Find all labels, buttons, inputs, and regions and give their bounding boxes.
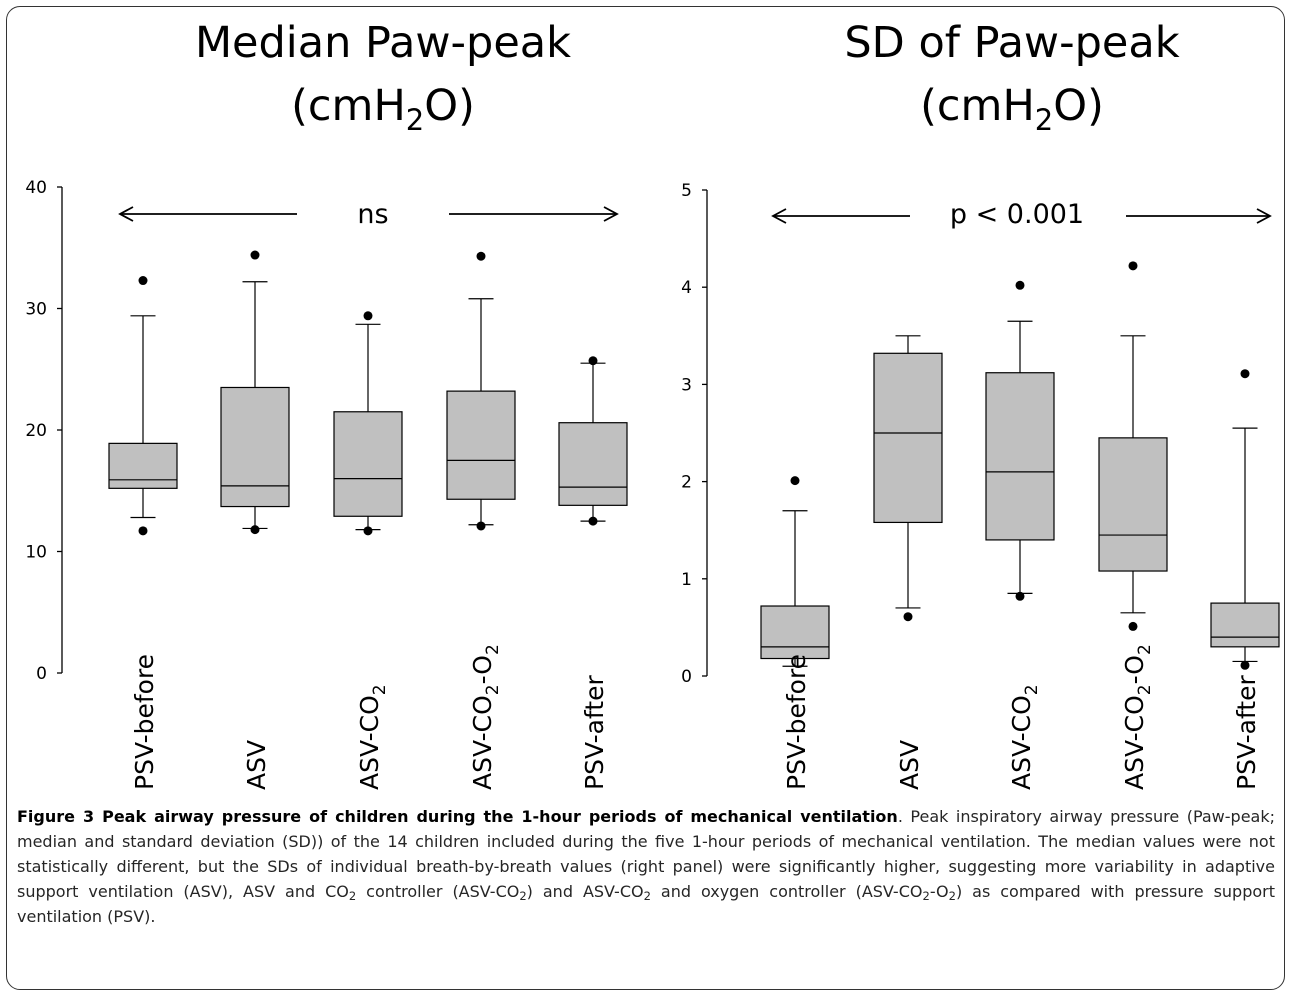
iqr-box	[1210, 602, 1280, 648]
caption-title: Figure 3 Peak airway pressure of childre…	[17, 807, 898, 826]
box-4	[446, 251, 516, 531]
outlier-point	[1128, 261, 1138, 271]
category-label: ASV-CO2	[1007, 684, 1042, 790]
left-arrow	[771, 208, 910, 224]
iqr-box	[873, 352, 943, 524]
iqr-box	[220, 386, 290, 508]
y-tick-label: 0	[36, 664, 47, 684]
right-arrow	[1126, 208, 1272, 224]
box-4	[1098, 261, 1168, 631]
iqr-box	[985, 372, 1055, 541]
outlier-point	[588, 516, 598, 526]
figure-frame	[6, 6, 1285, 990]
y-tick-label: 40	[25, 178, 47, 198]
left-arrow-head	[118, 206, 134, 222]
outlier-point	[138, 276, 148, 286]
y-tick-label: 30	[25, 300, 47, 320]
outlier-point	[363, 311, 373, 321]
iqr-box	[558, 422, 628, 506]
outlier-point	[476, 251, 486, 261]
y-tick-label: 4	[681, 278, 692, 298]
iqr-box	[1098, 437, 1168, 572]
category-label: ASV	[895, 740, 924, 790]
chart-title: SD of Paw-peak	[844, 18, 1179, 68]
box-3	[333, 311, 403, 536]
outlier-point	[1240, 369, 1250, 379]
iqr-box	[108, 442, 178, 489]
outlier-point	[1128, 621, 1138, 631]
outlier-point	[1240, 660, 1250, 670]
category-label: ASV-CO2	[355, 684, 390, 790]
box-plot-figure: Median Paw-peak(cmH2O)010203040nsPSV-bef…	[25, 18, 1280, 790]
y-tick-label: 2	[681, 473, 692, 493]
significance-annotation: ns	[357, 199, 388, 230]
category-label: ASV-CO2-O2	[1120, 644, 1155, 790]
right-arrow-head	[1256, 208, 1272, 224]
category-label: ASV	[242, 740, 271, 790]
category-label: PSV-before	[782, 654, 811, 790]
category-label: ASV-CO2-O2	[468, 644, 503, 790]
median-paw-peak-panel: Median Paw-peak (cmH2O) 0 10 20 30 40 ns PSV-bef…	[25, 18, 628, 790]
y-tick-label: 10	[25, 543, 47, 563]
category-label: PSV-after	[580, 675, 609, 790]
chart-title: Median Paw-peak	[195, 18, 571, 68]
left-arrow	[118, 206, 297, 222]
outlier-point	[790, 476, 800, 486]
iqr-box	[760, 605, 830, 660]
box-1	[760, 476, 830, 667]
outlier-point	[363, 526, 373, 536]
y-tick-label: 0	[681, 667, 692, 687]
box-2	[220, 250, 290, 535]
category-label: PSV-after	[1232, 675, 1261, 790]
significance-annotation: p < 0.001	[950, 199, 1084, 230]
box-3	[985, 280, 1055, 601]
y-tick-label: 20	[25, 421, 47, 441]
left-arrow-head	[771, 208, 787, 224]
chart-title-unit: (cmH2O)	[920, 81, 1104, 137]
y-tick-label: 3	[681, 375, 692, 395]
iqr-box	[333, 411, 403, 517]
figure-caption: Figure 3 Peak airway pressure of childre…	[17, 804, 1275, 929]
box-2	[873, 335, 943, 622]
category-label: PSV-before	[130, 654, 159, 790]
outlier-point	[476, 521, 486, 531]
right-arrow-head	[603, 206, 619, 222]
outlier-point	[138, 526, 148, 536]
y-tick-label: 1	[681, 570, 692, 590]
y-tick-label: 5	[681, 181, 692, 201]
sd-paw-peak-panel: SD of Paw-peak (cmH2O) 0 1 2 3 4 5 p < 0.001 PSV-…	[681, 18, 1280, 790]
chart-title-unit: (cmH2O)	[291, 81, 475, 137]
outlier-point	[903, 612, 913, 622]
box-5	[1210, 369, 1280, 670]
box-5	[558, 356, 628, 526]
iqr-box	[446, 390, 516, 500]
outlier-point	[1015, 280, 1025, 290]
caption-text: . Peak inspiratory airway pressure (Paw-…	[17, 807, 1276, 926]
outlier-point	[1015, 591, 1025, 601]
outlier-point	[588, 356, 598, 366]
outlier-point	[250, 250, 260, 260]
box-1	[108, 276, 178, 536]
right-arrow	[449, 206, 619, 222]
outlier-point	[250, 525, 260, 535]
